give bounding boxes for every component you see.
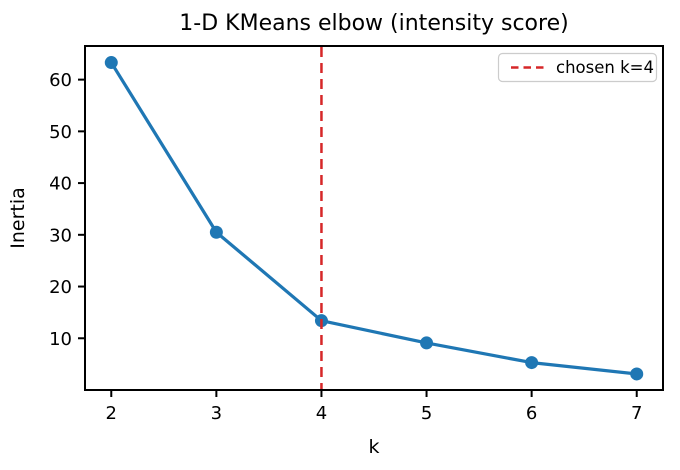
x-tick-label: 2 [106, 403, 117, 424]
legend: chosen k=4 [497, 52, 658, 83]
series-line-inertia [109, 61, 637, 376]
plot-area: 2 3 4 5 6 7 10 20 30 40 50 60 [49, 45, 664, 424]
x-tick-label: 3 [211, 403, 222, 424]
chart-title: 1-D KMeans elbow (intensity score) [179, 11, 568, 36]
y-tick-label: 40 [49, 174, 72, 195]
y-tick-label: 20 [49, 277, 72, 298]
data-point [104, 56, 118, 70]
x-tick-label: 4 [316, 403, 327, 424]
x-tick-label: 7 [631, 403, 642, 424]
data-point [525, 356, 539, 370]
x-tick-label: 5 [421, 403, 432, 424]
data-point [209, 225, 223, 239]
x-axis-label: k [368, 436, 379, 458]
y-tick-label: 60 [49, 70, 72, 91]
data-point [420, 336, 434, 350]
y-tick-label: 10 [49, 329, 72, 350]
y-axis-label: Inertia [7, 187, 29, 249]
legend-label: chosen k=4 [556, 58, 654, 77]
x-tick-label: 6 [526, 403, 537, 424]
y-tick-label: 30 [49, 225, 72, 246]
plot-border [84, 45, 664, 391]
data-point [630, 367, 644, 381]
y-tick-label: 50 [49, 122, 72, 143]
legend-box [497, 52, 658, 83]
